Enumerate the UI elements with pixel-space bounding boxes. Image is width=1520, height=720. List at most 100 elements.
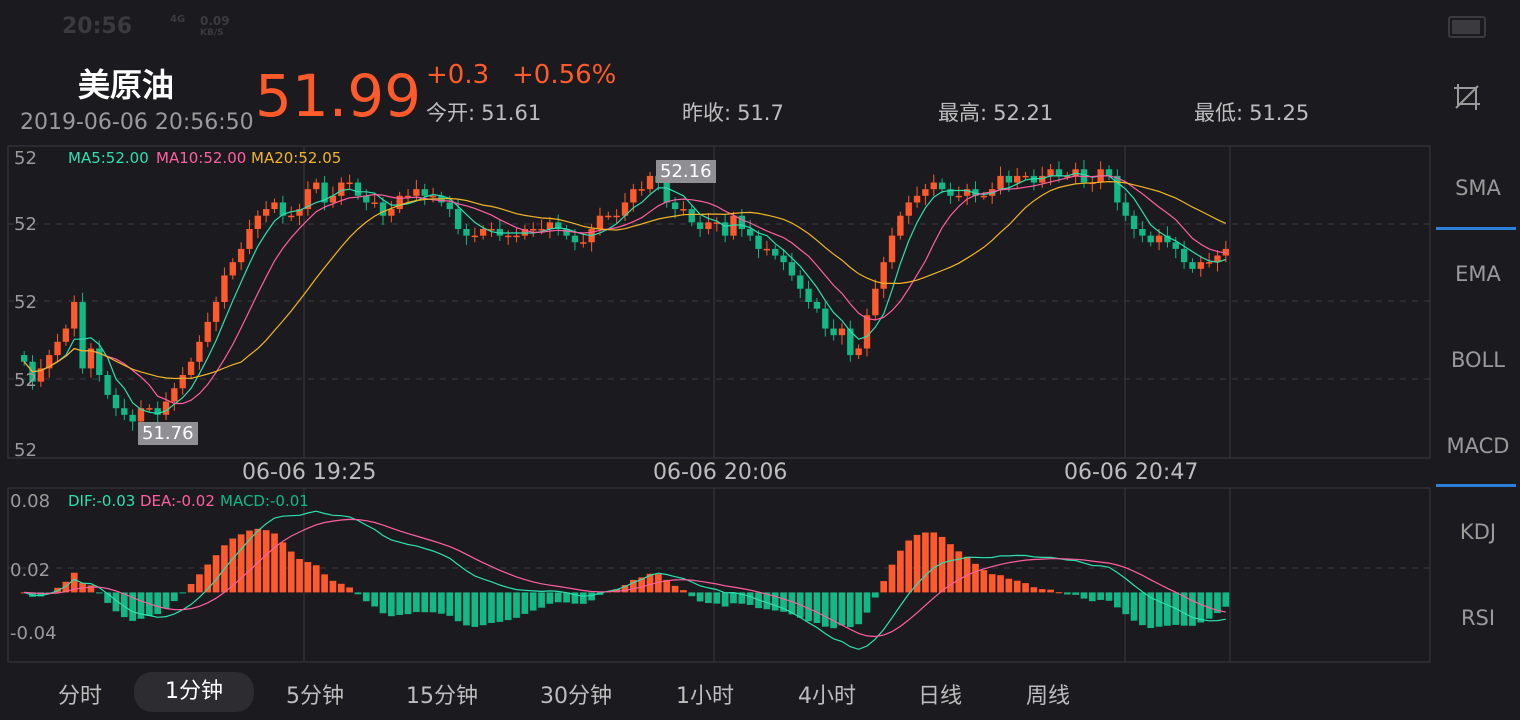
tab-weekly[interactable]: 周线 (1025, 684, 1070, 709)
candle-body (162, 401, 170, 415)
candle-body (805, 288, 812, 302)
candle-body (154, 408, 161, 415)
battery-icon (1448, 16, 1486, 38)
candle-body (121, 408, 128, 415)
candle-body (413, 189, 420, 196)
candle-body (922, 189, 929, 196)
candle-body (429, 195, 437, 198)
candle-body (263, 209, 270, 216)
indicator-rsi[interactable]: RSI (1460, 606, 1496, 630)
candle-body (913, 195, 921, 203)
dea-line (24, 518, 1226, 638)
macd-bar (705, 592, 712, 604)
tab-5min[interactable]: 5分钟 (286, 684, 344, 709)
candle-body (738, 215, 745, 229)
macd-bar (1038, 589, 1046, 593)
candle-body (1047, 169, 1054, 176)
macd-bar (37, 592, 45, 597)
candle-body (613, 215, 620, 218)
macd-bar (1214, 592, 1221, 614)
macd-bar (913, 534, 921, 593)
macd-bar (329, 580, 337, 593)
time-tick-2: 06-06 20:06 (653, 460, 788, 485)
ma10-line (23, 175, 1226, 405)
macd-bar (980, 570, 988, 593)
macd-bar (922, 532, 929, 593)
kline-chart[interactable] (0, 0, 1436, 665)
macd-bar (563, 592, 570, 603)
macd-bar (413, 592, 420, 613)
candle-body (546, 222, 554, 229)
candle-body (87, 348, 95, 369)
candle-body (847, 328, 854, 356)
candle-body (696, 222, 704, 229)
candle-body (605, 215, 612, 218)
macd-bar (179, 592, 187, 594)
macd-bar (638, 577, 646, 593)
tab-timeshare[interactable]: 分时 (57, 684, 102, 709)
candle-body (555, 222, 562, 229)
macd-bar (262, 530, 270, 593)
price-tick-2: 52 (14, 214, 37, 235)
candle-body (187, 361, 195, 375)
candle-body (338, 182, 345, 196)
indicator-boll[interactable]: BOLL (1451, 348, 1505, 372)
macd-bar (496, 592, 504, 622)
candle-body (530, 229, 537, 231)
macd-bar (70, 572, 78, 593)
candle-body (1155, 235, 1163, 243)
tab-daily[interactable]: 日线 (917, 684, 962, 709)
candle-body (980, 195, 987, 198)
candle-body (1214, 255, 1221, 263)
stat-prev-close-label: 昨收: (682, 101, 732, 125)
macd-bar (1139, 592, 1146, 626)
candle-body (212, 302, 220, 322)
candle-body (246, 229, 253, 249)
candle-body (1064, 175, 1071, 178)
tab-1min[interactable]: 1分钟 (134, 672, 254, 712)
candle-body (1039, 175, 1046, 183)
macd-bar (897, 550, 904, 593)
ma20-legend: MA20:52.05 (251, 149, 342, 167)
macd-bar (571, 592, 579, 604)
time-tick-1: 06-06 19:25 (242, 460, 377, 485)
macd-bar (1155, 592, 1163, 627)
candle-body (1189, 262, 1196, 269)
tab-1hour[interactable]: 1小时 (676, 684, 734, 709)
macd-bar (171, 592, 178, 602)
macd-bar (279, 542, 287, 593)
tab-30min[interactable]: 30分钟 (540, 684, 612, 709)
macd-bar (296, 558, 303, 593)
indicator-macd[interactable]: MACD (1446, 434, 1510, 458)
indicator-kdj[interactable]: KDJ (1459, 520, 1497, 544)
macd-tick-3: -0.04 (10, 623, 57, 644)
status-time: 20:56 (62, 14, 133, 39)
macd-bar (763, 592, 771, 610)
indicator-sma[interactable]: SMA (1455, 176, 1501, 200)
candle-body (1164, 235, 1171, 243)
candle-body (54, 341, 61, 356)
candle-body (496, 229, 503, 236)
macd-bar (771, 592, 779, 611)
candle-body (371, 202, 378, 204)
dea-legend: DEA:-0.02 (140, 492, 215, 510)
indicator-ema[interactable]: EMA (1455, 262, 1501, 286)
candle-body (788, 262, 796, 276)
candle-body (21, 355, 28, 362)
candle-body (313, 182, 320, 190)
candle-body (396, 195, 403, 210)
macd-bar (738, 592, 746, 604)
candle-body (296, 209, 303, 216)
candle-body (171, 388, 178, 402)
tab-4hour[interactable]: 4小时 (798, 684, 856, 709)
candle-body (1139, 229, 1146, 236)
candle-body (563, 229, 570, 236)
fullscreen-icon[interactable] (1452, 82, 1482, 112)
tab-15min[interactable]: 15分钟 (406, 684, 478, 709)
candle-body (1122, 202, 1129, 216)
macd-bar (120, 592, 128, 618)
macd-bar (95, 592, 103, 594)
candle-body (713, 222, 720, 224)
macd-bar (997, 575, 1004, 593)
candle-body (963, 189, 971, 196)
